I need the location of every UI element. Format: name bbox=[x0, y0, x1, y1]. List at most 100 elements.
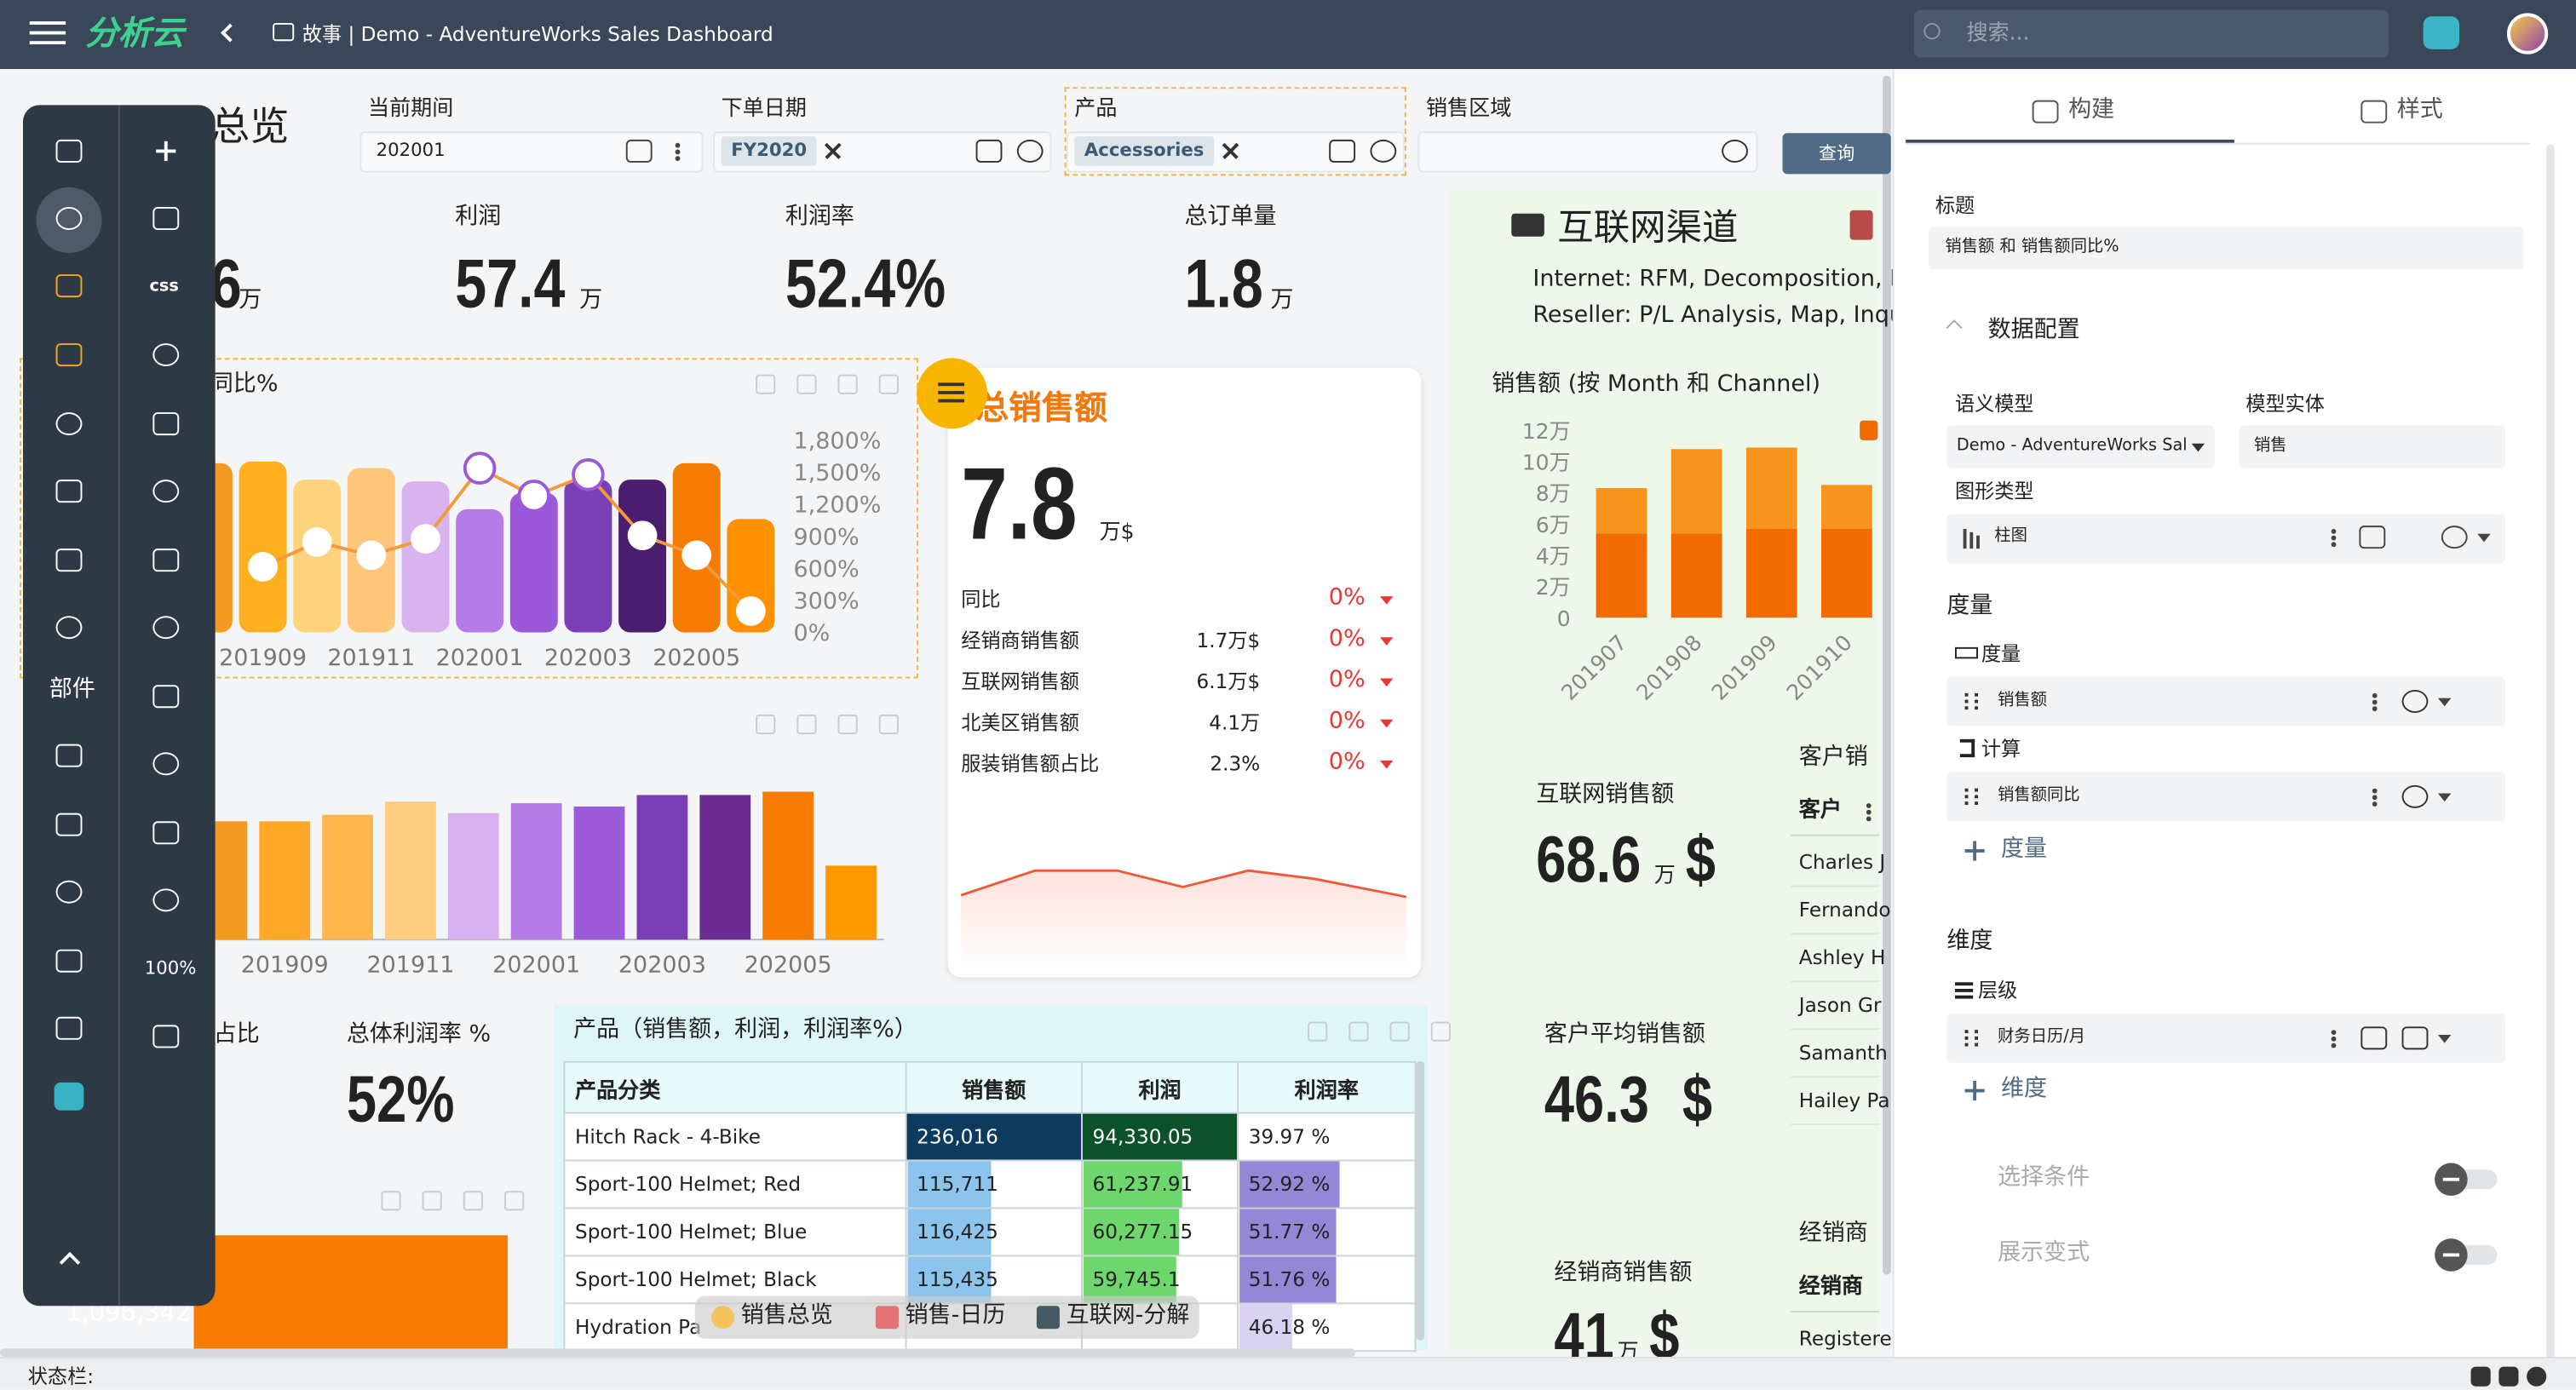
chart-tool-icon[interactable] bbox=[422, 1191, 442, 1211]
kpi-label: 互联网销售额 bbox=[1536, 782, 1675, 809]
select[interactable] bbox=[2239, 425, 2506, 468]
kpi-label: 利润率 bbox=[785, 204, 854, 231]
more-dot bbox=[1865, 802, 1871, 807]
y-tick-label: 0 bbox=[1557, 606, 1571, 631]
chart-tool-icon[interactable] bbox=[756, 714, 776, 735]
y2-tick-label: 1,800% bbox=[793, 428, 881, 454]
add-link[interactable]: 维度 bbox=[2000, 1076, 2047, 1103]
line-point bbox=[517, 480, 551, 513]
icon bbox=[55, 616, 83, 640]
tab-icon bbox=[1036, 1306, 1060, 1330]
icon bbox=[152, 343, 180, 367]
drag-dot bbox=[1975, 699, 1978, 704]
column-header[interactable]: 利润 bbox=[1080, 1060, 1239, 1114]
more-dot bbox=[2371, 692, 2377, 698]
chart-type-bar bbox=[1969, 531, 1974, 549]
drag-dot bbox=[1975, 788, 1978, 792]
menu-line[interactable] bbox=[29, 21, 66, 25]
toggle-mark bbox=[2442, 1253, 2460, 1257]
list-title: 客户销 bbox=[1798, 744, 1868, 771]
column-header[interactable]: 利润率 bbox=[1237, 1060, 1417, 1114]
icon bbox=[55, 343, 83, 367]
list-header: 经销商 bbox=[1798, 1274, 1864, 1300]
card-row-label: 经销商销售额 bbox=[961, 628, 1080, 652]
card-value: 7.8 bbox=[961, 448, 1078, 562]
bar bbox=[322, 814, 373, 940]
column-header[interactable]: 产品分类 bbox=[563, 1060, 907, 1114]
story-tab[interactable]: 互联网-分解 bbox=[1066, 1302, 1190, 1330]
chart-tool-icon[interactable] bbox=[504, 1191, 525, 1211]
panel-line: Reseller: P/L Analysis, Map, Inqui bbox=[1532, 302, 1911, 330]
list-divider bbox=[1791, 834, 1880, 836]
title-input[interactable] bbox=[1929, 227, 2524, 270]
drag-dot bbox=[1964, 801, 1969, 805]
card-row-change: 0% bbox=[1328, 667, 1366, 694]
filter-input[interactable] bbox=[359, 131, 704, 173]
chart-tool-icon[interactable] bbox=[756, 374, 776, 394]
search-box[interactable] bbox=[1913, 9, 2389, 58]
assistant-icon[interactable] bbox=[2423, 16, 2460, 49]
list-title: 经销商 bbox=[1798, 1221, 1868, 1248]
caret-icon bbox=[1379, 719, 1394, 728]
table-cell: 46.18 % bbox=[1237, 1302, 1417, 1353]
page-title: 总览 bbox=[210, 103, 290, 150]
sparkline-area bbox=[961, 870, 1406, 969]
chart-tool-icon[interactable] bbox=[796, 374, 817, 394]
column-header[interactable]: 销售额 bbox=[905, 1060, 1083, 1114]
select[interactable] bbox=[1946, 514, 2506, 564]
kpi-value-row: 68.6 万 $ bbox=[1536, 819, 1865, 901]
caret-icon bbox=[1379, 678, 1394, 687]
sidebar-tab[interactable]: 构建 bbox=[2068, 97, 2115, 124]
panel-scrollbar bbox=[1883, 75, 1891, 1275]
table-scrollbar bbox=[1416, 1060, 1425, 1341]
chart-tool-icon[interactable] bbox=[878, 374, 899, 394]
sparkline bbox=[960, 869, 1407, 899]
toolbar-divider bbox=[118, 105, 120, 1307]
chart-tool-icon[interactable] bbox=[878, 714, 899, 735]
status-icon bbox=[2470, 1366, 2491, 1387]
field-item[interactable] bbox=[1946, 1013, 2506, 1063]
icon bbox=[152, 412, 180, 436]
toggle-mark bbox=[2442, 1177, 2460, 1181]
chart-tool-icon[interactable] bbox=[837, 714, 858, 735]
add-link[interactable]: 度量 bbox=[2000, 836, 2047, 863]
y-tick-label: 6万 bbox=[1536, 513, 1571, 537]
menu-line bbox=[938, 382, 965, 387]
kpi-value: 57.4 bbox=[455, 244, 566, 322]
menu-line[interactable] bbox=[29, 31, 66, 35]
table-title: 产品（销售额，利润，利润率%） bbox=[573, 1017, 917, 1044]
drag-dot bbox=[1975, 692, 1978, 697]
more-dot bbox=[2371, 787, 2377, 793]
icon bbox=[55, 744, 83, 767]
table-row: Sport-100 Helmet; Red 115,711 61,237.91 52.… bbox=[563, 1159, 1417, 1209]
select[interactable] bbox=[1946, 425, 2215, 468]
story-tab[interactable]: 销售总览 bbox=[740, 1302, 833, 1330]
line-series bbox=[262, 466, 752, 612]
chart-tool-icon[interactable] bbox=[837, 374, 858, 394]
bar bbox=[564, 480, 612, 633]
query-button[interactable]: 查询 bbox=[1782, 133, 1891, 175]
chart-tool-icon[interactable] bbox=[1389, 1021, 1410, 1042]
menu-line[interactable] bbox=[29, 41, 66, 45]
chart-tool-icon[interactable] bbox=[463, 1191, 483, 1211]
list-icon-line bbox=[1954, 982, 1974, 985]
icon bbox=[152, 206, 180, 230]
story-tab[interactable]: 销售-日历 bbox=[905, 1302, 1006, 1330]
line-point bbox=[627, 520, 658, 551]
panel-line: Internet: RFM, Decomposition, M bbox=[1532, 266, 1910, 293]
icon bbox=[2360, 100, 2388, 123]
chart-tool-icon[interactable] bbox=[1308, 1021, 1328, 1042]
chart-tool-icon[interactable] bbox=[1430, 1021, 1451, 1042]
more-dot bbox=[674, 141, 680, 147]
tab-underline bbox=[1906, 139, 2234, 143]
filter-input[interactable] bbox=[1417, 131, 1758, 173]
kpi-currency: $ bbox=[1685, 824, 1716, 897]
avatar[interactable] bbox=[2506, 13, 2549, 55]
chart-tool-icon[interactable] bbox=[381, 1191, 401, 1211]
sidebar-tab[interactable]: 样式 bbox=[2396, 97, 2443, 124]
chart-tool-icon[interactable] bbox=[1348, 1021, 1369, 1042]
chart-tool-icon[interactable] bbox=[796, 714, 817, 735]
x-tick-label: 202003 bbox=[618, 952, 706, 979]
menu-line bbox=[938, 399, 965, 403]
